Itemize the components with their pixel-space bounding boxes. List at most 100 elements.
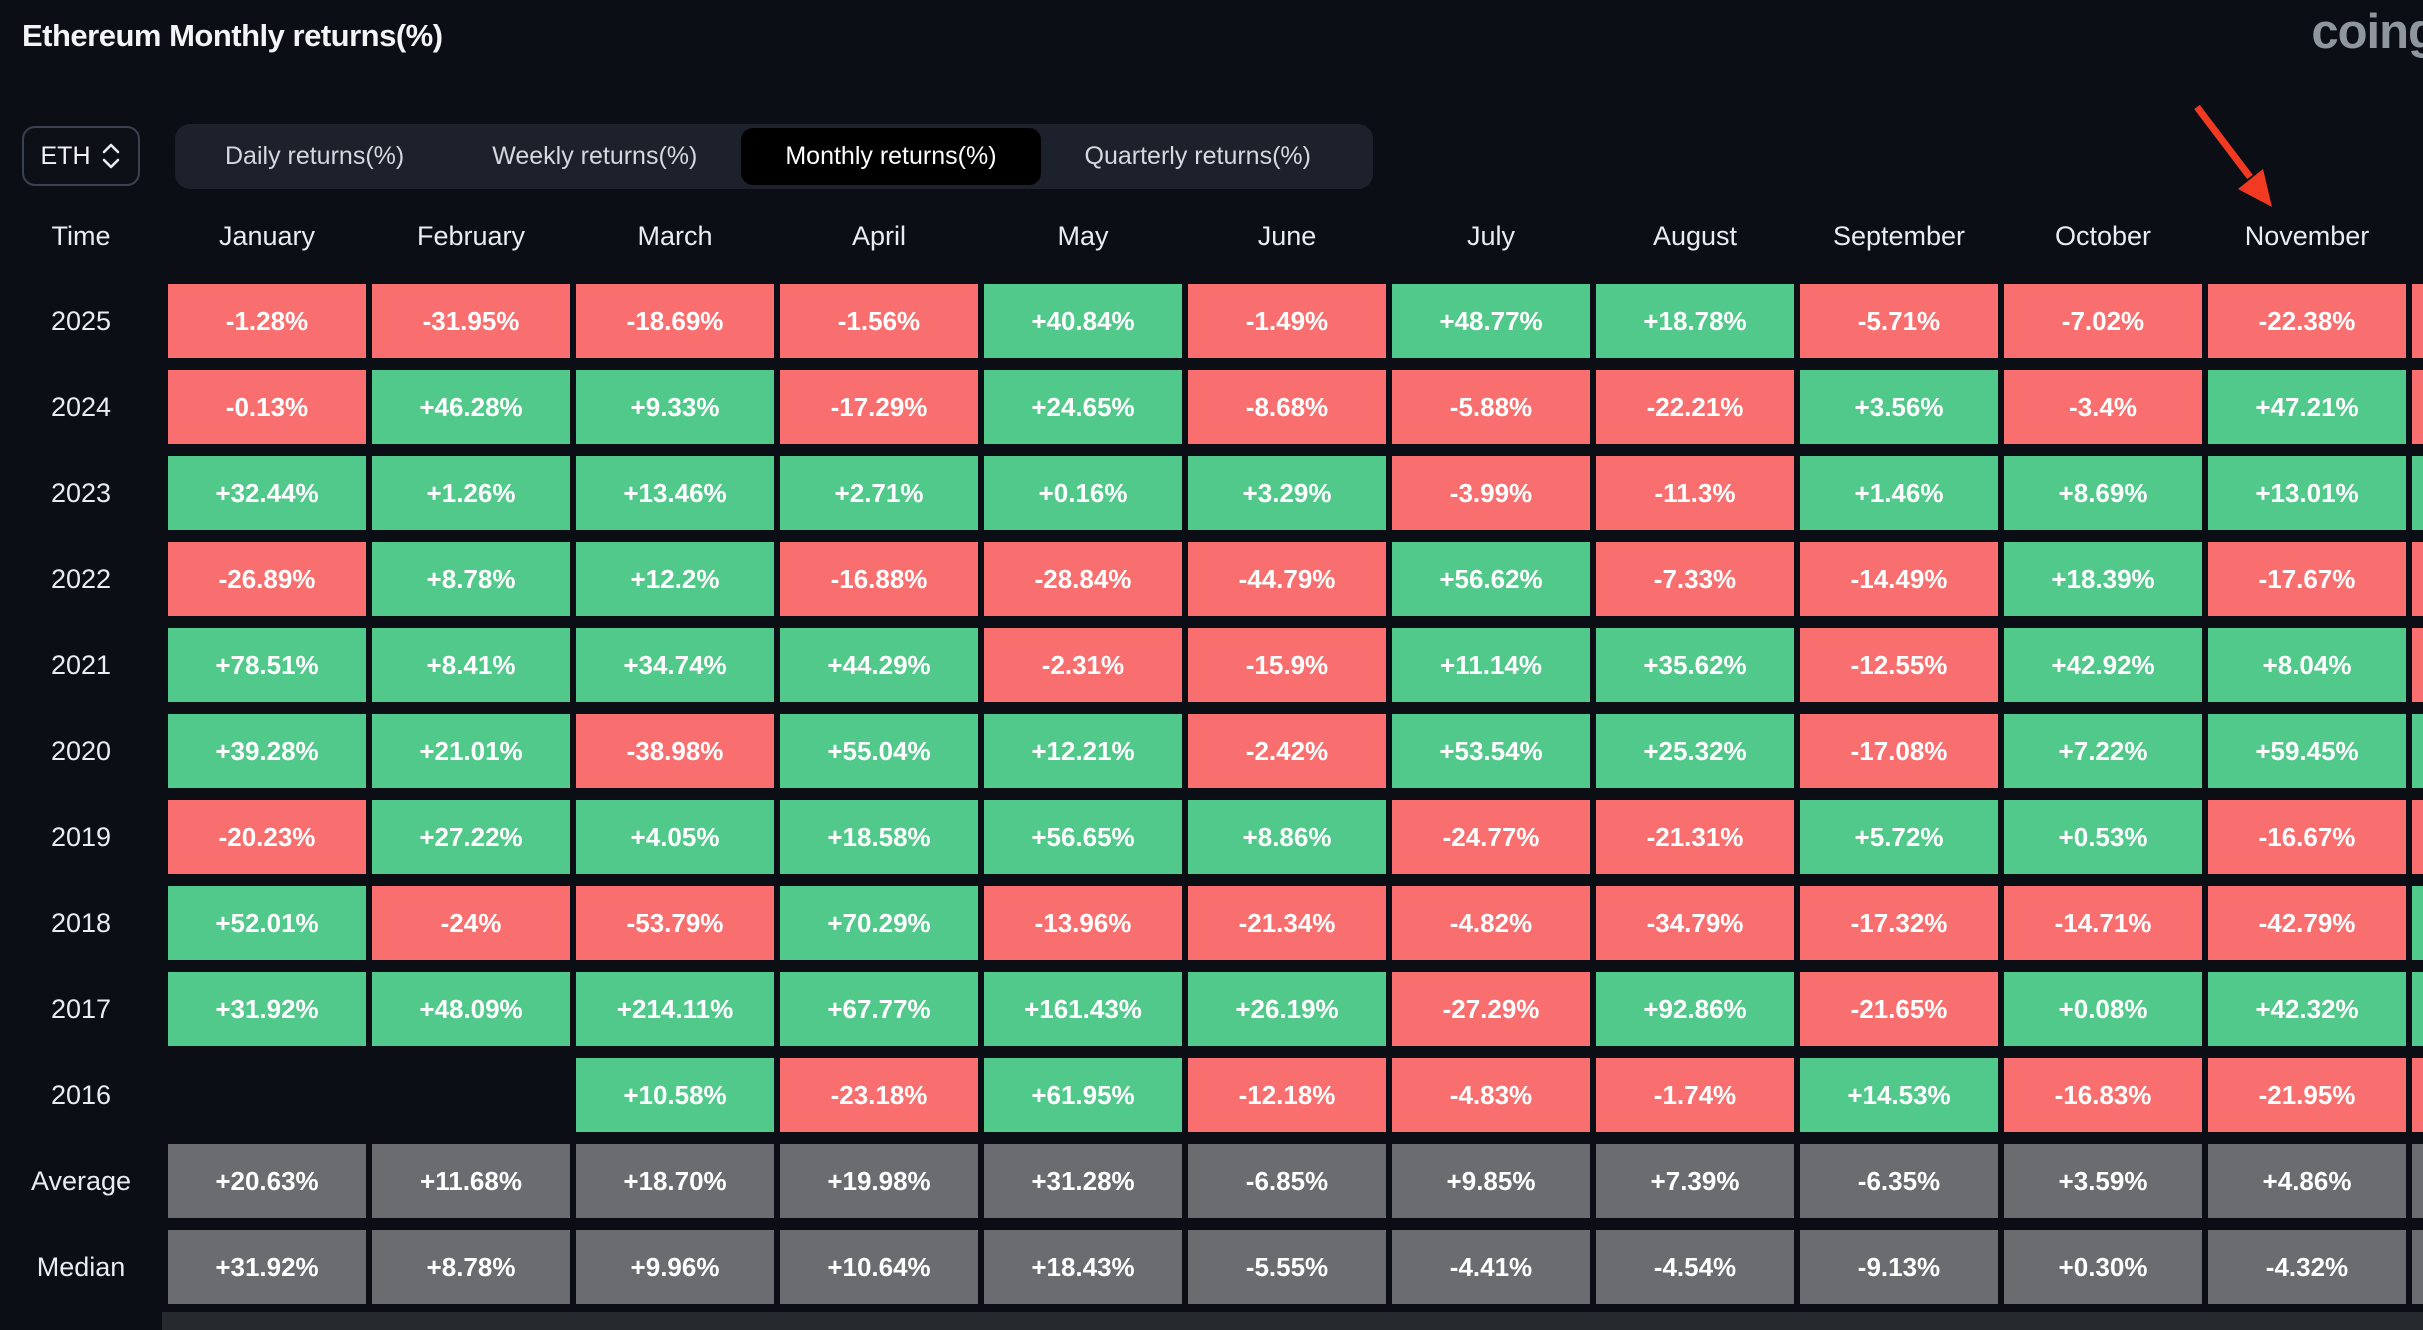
column-header-time: Time [51,220,111,251]
row-label-2018: 2018 [50,907,112,938]
return-cell: +11.68% [372,1144,570,1218]
return-cell: -6.35% [1800,1144,1998,1218]
return-cell: +46.28% [372,370,570,444]
return-cell: +25.32% [1596,714,1794,788]
return-cell-clipped [2412,972,2423,1046]
row-label-average: Average [30,1165,132,1196]
returns-period-tabs: Daily returns(%) Weekly returns(%) Monthly… [175,124,1373,189]
table-header-row: Time January February March April May June July… [0,207,2423,265]
return-cell: +8.78% [372,1230,570,1304]
tab-monthly-returns[interactable]: Monthly returns(%) [741,128,1041,185]
return-cell: +14.53% [1800,1058,1998,1132]
column-header-february: February [416,220,526,251]
return-cell: -0.13% [168,370,366,444]
return-cell: +31.28% [984,1144,1182,1218]
row-label-2025: 2025 [50,305,112,336]
return-cell: +8.41% [372,628,570,702]
return-cell: +3.59% [2004,1144,2202,1218]
return-cell: +67.77% [780,972,978,1046]
return-cell: +18.39% [2004,542,2202,616]
return-cell: +18.78% [1596,284,1794,358]
partial-next-row [162,1312,2423,1330]
return-cell: -31.95% [372,284,570,358]
return-cell: -4.83% [1392,1058,1590,1132]
return-cell: -3.99% [1392,456,1590,530]
return-cell: -3.4% [2004,370,2202,444]
return-cell: +26.19% [1188,972,1386,1046]
return-cell: +3.56% [1800,370,1998,444]
return-cell-clipped [2412,1230,2423,1304]
return-cell: +8.69% [2004,456,2202,530]
return-cell: -4.32% [2208,1230,2406,1304]
return-cell: -11.3% [1596,456,1794,530]
return-cell: -17.67% [2208,542,2406,616]
return-cell: +61.95% [984,1058,1182,1132]
return-cell: -16.88% [780,542,978,616]
return-cell: -24% [372,886,570,960]
return-cell: -5.88% [1392,370,1590,444]
column-header-august: August [1652,220,1738,251]
return-cell: -1.74% [1596,1058,1794,1132]
return-cell: -12.55% [1800,628,1998,702]
return-cell: +7.22% [2004,714,2202,788]
tab-weekly-returns[interactable]: Weekly returns(%) [492,142,698,170]
return-cell: -21.31% [1596,800,1794,874]
return-cell: +35.62% [1596,628,1794,702]
return-cell: +0.08% [2004,972,2202,1046]
return-cell: +42.92% [2004,628,2202,702]
coinglass-logo: coing [2311,5,2423,59]
return-cell: +40.84% [984,284,1182,358]
return-cell: -7.33% [1596,542,1794,616]
return-cell: +12.21% [984,714,1182,788]
return-cell: +34.74% [576,628,774,702]
return-cell: +4.05% [576,800,774,874]
return-cell [372,1058,570,1132]
return-cell: +13.01% [2208,456,2406,530]
row-label-2019: 2019 [50,821,112,852]
return-cell: -28.84% [984,542,1182,616]
return-cell: -23.18% [780,1058,978,1132]
return-cell: -20.23% [168,800,366,874]
return-cell: -2.42% [1188,714,1386,788]
return-cell: +0.30% [2004,1230,2202,1304]
return-cell: -7.02% [2004,284,2202,358]
column-header-october: October [2054,220,2152,251]
return-cell: -38.98% [576,714,774,788]
return-cell: -53.79% [576,886,774,960]
row-label-2021: 2021 [50,649,112,680]
symbol-select-value: ETH [40,141,91,170]
return-cell: +39.28% [168,714,366,788]
row-label-median: Median [36,1251,126,1282]
return-cell: +11.14% [1392,628,1590,702]
return-cell: +18.70% [576,1144,774,1218]
row-label-2023: 2023 [50,477,112,508]
return-cell: -15.9% [1188,628,1386,702]
return-cell: +31.92% [168,972,366,1046]
return-cell: +13.46% [576,456,774,530]
return-cell: +55.04% [780,714,978,788]
return-cell: -22.38% [2208,284,2406,358]
page-title: Ethereum Monthly returns(%) [22,18,443,53]
return-cell: +56.62% [1392,542,1590,616]
return-cell: +9.96% [576,1230,774,1304]
column-header-july: July [1466,220,1515,251]
return-cell: -26.89% [168,542,366,616]
column-header-april: April [851,220,906,251]
return-cell: +214.11% [576,972,774,1046]
tab-quarterly-returns[interactable]: Quarterly returns(%) [1084,142,1311,170]
return-cell-clipped [2412,542,2423,616]
tab-daily-returns[interactable]: Daily returns(%) [225,142,405,170]
symbol-select[interactable]: ETH [22,126,140,186]
column-header-june: June [1257,220,1317,251]
return-cell [168,1058,366,1132]
return-cell: +56.65% [984,800,1182,874]
row-label-2024: 2024 [50,391,112,422]
return-cell: +8.86% [1188,800,1386,874]
return-cell: -21.65% [1800,972,1998,1046]
return-cell: +10.64% [780,1230,978,1304]
return-cell: +9.33% [576,370,774,444]
return-cell: +21.01% [372,714,570,788]
return-cell-clipped [2412,284,2423,358]
return-cell: +7.39% [1596,1144,1794,1218]
return-cell: -17.08% [1800,714,1998,788]
